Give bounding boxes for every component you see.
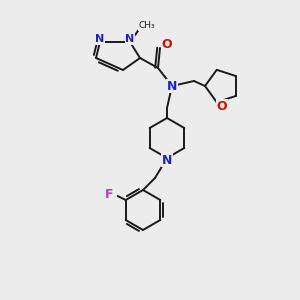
Text: CH₃: CH₃ (139, 22, 155, 31)
Text: N: N (162, 154, 172, 166)
Text: O: O (162, 38, 172, 52)
Text: O: O (216, 100, 227, 113)
Text: N: N (125, 34, 135, 44)
Text: N: N (95, 34, 105, 44)
Text: F: F (104, 188, 113, 200)
Text: N: N (167, 80, 177, 92)
